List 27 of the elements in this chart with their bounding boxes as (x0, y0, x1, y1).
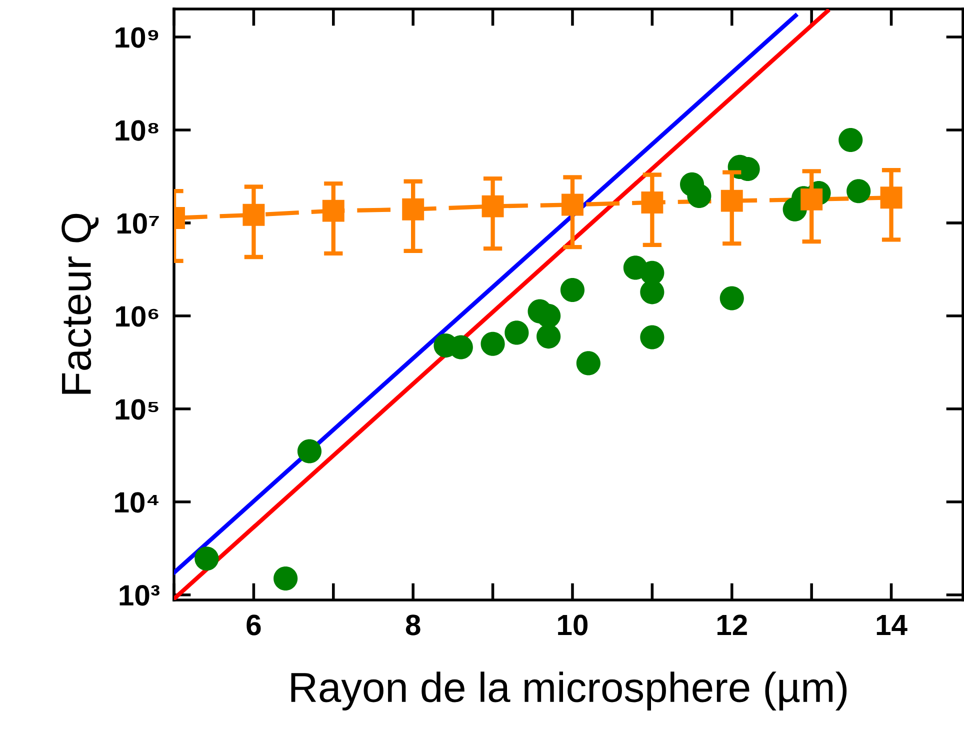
x-tick-label: 12 (717, 614, 747, 636)
point (576, 351, 600, 376)
point (846, 179, 871, 204)
x-axis-title: Rayon de la microsphere (µm) (291, 672, 847, 710)
y-axis-title: Facteur Q (62, 214, 99, 394)
y-tick-label: 10⁵ (116, 399, 158, 420)
point (687, 184, 712, 208)
point (720, 286, 744, 310)
y-tick-label: 10⁹ (116, 27, 158, 48)
x-tick-label: 8 (406, 614, 420, 636)
point (504, 320, 529, 345)
point (560, 278, 585, 302)
y-tick-label: 10³ (120, 585, 160, 606)
point (838, 128, 863, 152)
point (640, 325, 664, 350)
y-tick-label: 10⁷ (117, 213, 159, 234)
y-tick-label: 10⁴ (115, 492, 158, 513)
point (194, 546, 219, 571)
point (480, 332, 505, 356)
point (297, 439, 322, 464)
y-tick-label: 10⁶ (116, 306, 158, 327)
x-tick-label: 6 (246, 614, 261, 636)
x-tick-label: 14 (876, 614, 908, 636)
x-tick-label: 10 (558, 614, 588, 636)
point (274, 566, 298, 590)
point (536, 324, 561, 349)
y-tick-label: 10⁸ (116, 120, 158, 141)
